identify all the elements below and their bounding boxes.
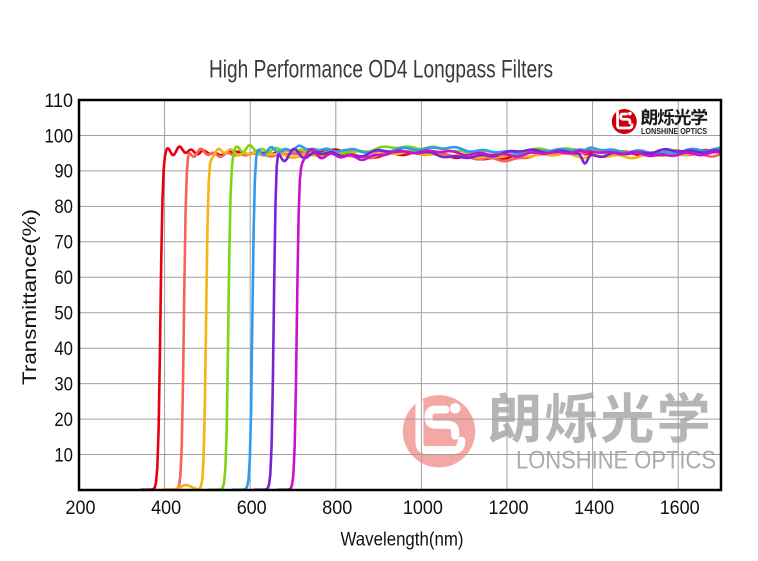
svg-text:110: 110 <box>44 90 73 112</box>
svg-text:1400: 1400 <box>574 497 614 519</box>
svg-text:1000: 1000 <box>403 497 443 519</box>
svg-text:100: 100 <box>44 125 73 147</box>
svg-text:200: 200 <box>66 497 96 519</box>
svg-text:70: 70 <box>54 232 73 254</box>
svg-text:40: 40 <box>54 338 73 360</box>
svg-text:600: 600 <box>237 497 267 519</box>
svg-text:20: 20 <box>54 409 73 431</box>
svg-text:1200: 1200 <box>489 497 529 519</box>
svg-text:LONSHINE OPTICS: LONSHINE OPTICS <box>641 127 708 136</box>
svg-text:800: 800 <box>322 497 352 519</box>
svg-text:80: 80 <box>54 196 73 218</box>
svg-text:60: 60 <box>54 267 73 289</box>
svg-text:1600: 1600 <box>660 497 700 519</box>
svg-text:Wavelength(nm): Wavelength(nm) <box>341 530 464 551</box>
svg-text:10: 10 <box>54 444 73 466</box>
svg-text:30: 30 <box>54 373 73 395</box>
svg-text:50: 50 <box>54 303 73 325</box>
svg-text:400: 400 <box>151 497 181 519</box>
svg-text:High Performance OD4 Longpass: High Performance OD4 Longpass Filters <box>209 56 553 84</box>
svg-text:LONSHINE OPTICS: LONSHINE OPTICS <box>516 447 716 475</box>
svg-text:Transmittance(%): Transmittance(%) <box>20 209 41 385</box>
svg-text:90: 90 <box>54 161 73 183</box>
